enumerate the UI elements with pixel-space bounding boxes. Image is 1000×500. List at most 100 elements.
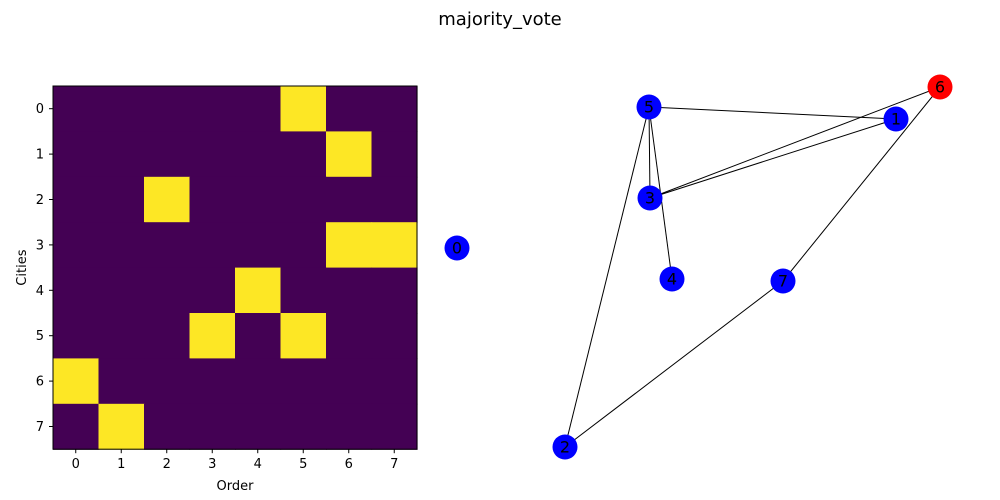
heatmap-cell — [371, 176, 418, 223]
heatmap-cell — [53, 358, 100, 405]
heatmap-cell — [144, 131, 191, 178]
heatmap-cell — [371, 403, 418, 450]
heatmap-cell — [98, 358, 145, 405]
network-edge — [564, 280, 784, 448]
network-node-label: 2 — [560, 438, 570, 457]
heatmap-cell — [280, 403, 327, 450]
heatmap-cell — [235, 222, 282, 269]
heatmap-cell — [235, 267, 282, 314]
heatmap-cell — [189, 313, 236, 359]
network-node: 7 — [770, 268, 796, 294]
network-node-circle — [659, 266, 685, 292]
heatmap-cell — [235, 358, 282, 405]
heatmap-cell — [235, 131, 282, 178]
network-edge — [648, 106, 897, 120]
heatmap-cell — [98, 131, 145, 178]
heatmap-y-ticks: 0 1 2 3 4 5 6 7 — [36, 102, 53, 435]
heatmap-cell — [144, 267, 191, 314]
heatmap-cell — [53, 403, 100, 450]
network-node-label: 5 — [644, 98, 654, 117]
network-graph: 0 1 2 3 4 5 6 7 — [444, 74, 953, 460]
network-node-label: 3 — [645, 189, 655, 208]
heatmap-cell — [144, 86, 191, 132]
heatmap-cell — [326, 267, 373, 314]
network-node-label: 6 — [935, 78, 945, 97]
heatmap-cell — [98, 267, 145, 314]
heatmap-cell — [371, 222, 418, 269]
heatmap-cell — [280, 313, 327, 359]
heatmap-cell — [235, 313, 282, 359]
heatmap-cell — [189, 86, 236, 132]
heatmap-cell — [371, 267, 418, 314]
x-tick-label: 5 — [299, 457, 307, 472]
heatmap-cell — [53, 313, 100, 359]
heatmap-cell — [98, 403, 145, 450]
heatmap-cell — [144, 176, 191, 223]
heatmap-cell — [326, 86, 373, 132]
network-edge — [649, 118, 897, 199]
y-tick-label: 5 — [36, 329, 44, 344]
network-edge — [564, 106, 650, 448]
heatmap-y-axis-label: Cities — [15, 249, 30, 285]
heatmap-cells — [53, 86, 418, 450]
heatmap-cell — [98, 222, 145, 269]
y-tick-label: 7 — [36, 420, 44, 435]
heatmap-cell — [371, 86, 418, 132]
x-tick-label: 3 — [208, 457, 216, 472]
heatmap-cell — [189, 222, 236, 269]
heatmap-x-ticks: 0 1 2 3 4 5 6 7 — [72, 449, 398, 472]
figure-title: majority_vote — [438, 9, 562, 30]
heatmap-cell — [280, 86, 327, 132]
heatmap-cell — [53, 267, 100, 314]
heatmap-x-axis-label: Order — [217, 479, 255, 494]
network-node-label: 7 — [778, 272, 788, 291]
heatmap-cell — [326, 358, 373, 405]
x-tick-label: 4 — [254, 457, 262, 472]
network-edges — [564, 86, 941, 448]
heatmap-cell — [144, 313, 191, 359]
heatmap-cell — [280, 176, 327, 223]
network-edge — [649, 86, 941, 199]
heatmap-cell — [98, 313, 145, 359]
heatmap-cell — [280, 131, 327, 178]
heatmap-cell — [371, 358, 418, 405]
heatmap-cell — [326, 403, 373, 450]
heatmap-cell — [144, 222, 191, 269]
x-tick-label: 1 — [117, 457, 125, 472]
heatmap-cell — [326, 131, 373, 178]
heatmap-cell — [53, 176, 100, 223]
network-nodes: 0 1 2 3 4 5 6 7 — [444, 74, 953, 460]
network-node-label: 0 — [452, 239, 462, 258]
network-node-label: 1 — [891, 110, 901, 129]
network-node: 5 — [636, 94, 662, 120]
network-edge — [782, 86, 941, 282]
heatmap-cell — [98, 86, 145, 132]
heatmap-cell — [144, 403, 191, 450]
heatmap-cell — [235, 176, 282, 223]
x-tick-label: 6 — [345, 457, 353, 472]
heatmap-cell — [189, 403, 236, 450]
network-node-label: 4 — [667, 270, 677, 289]
heatmap-cell — [326, 222, 373, 269]
network-node: 1 — [883, 106, 909, 132]
heatmap-cell — [144, 358, 191, 405]
network-node-circle — [883, 106, 909, 132]
x-tick-label: 0 — [72, 457, 80, 472]
heatmap-chart: 0 1 2 3 4 5 6 7 0 1 2 3 4 5 6 7 Order Cities — [15, 85, 418, 494]
y-tick-label: 4 — [36, 284, 44, 299]
x-tick-label: 2 — [163, 457, 171, 472]
heatmap-cell — [189, 358, 236, 405]
heatmap-cell — [189, 131, 236, 178]
y-tick-label: 6 — [36, 375, 44, 390]
heatmap-cell — [53, 222, 100, 269]
network-node-circle — [637, 185, 663, 211]
heatmap-cell — [189, 267, 236, 314]
heatmap-cell — [326, 176, 373, 223]
heatmap-cell — [280, 358, 327, 405]
heatmap-cell — [235, 403, 282, 450]
y-tick-label: 3 — [36, 238, 44, 253]
y-tick-label: 0 — [36, 102, 44, 117]
network-node: 3 — [637, 185, 663, 211]
